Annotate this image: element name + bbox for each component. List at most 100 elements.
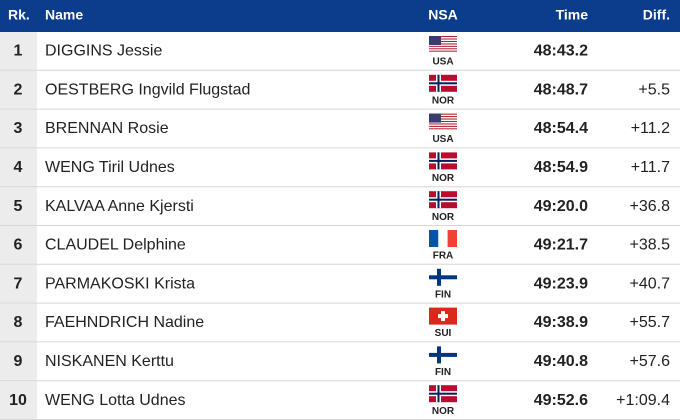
rank-cell: [0, 342, 37, 382]
athlete-name: OESTBERG Ingvild Flugstad: [45, 81, 250, 98]
flag-cross: [438, 314, 448, 319]
flag-stripe: [429, 118, 457, 120]
nsa-code: USA: [432, 57, 453, 68]
athlete-name: WENG Lotta Udnes: [45, 392, 186, 409]
flag-stripe: [429, 120, 457, 123]
flag-stripe: [429, 125, 457, 127]
flag-band: [438, 230, 448, 247]
flag-stripe: [429, 119, 457, 121]
flag-cross: [429, 82, 457, 85]
athlete-name: PARMAKOSKI Krista: [45, 275, 195, 292]
flag: [429, 113, 457, 131]
time: 48:43.2: [534, 43, 588, 60]
rank-cell: [0, 264, 37, 304]
time: 48:54.9: [534, 159, 588, 176]
time: 48:54.4: [534, 120, 588, 137]
flag-stripe: [429, 46, 457, 49]
flag: [429, 74, 457, 92]
header-rank: Rk.: [8, 7, 30, 23]
athlete-name: BRENNAN Rosie: [45, 120, 169, 137]
flag-stripe: [429, 48, 457, 50]
rank: 4: [14, 159, 23, 176]
flag-cross: [429, 159, 457, 162]
rank: 3: [14, 120, 23, 137]
flag-stripe: [429, 42, 457, 44]
flag-stripe: [429, 129, 457, 131]
flag-stripe: [429, 116, 457, 118]
flag-stripe: [429, 44, 457, 46]
rank: 5: [14, 198, 23, 215]
athlete-name: FAEHNDRICH Nadine: [45, 314, 204, 331]
athlete-name: WENG Tiril Udnes: [45, 159, 175, 176]
header-time: Time: [556, 7, 589, 23]
flag-stripe: [429, 37, 457, 39]
flag: [429, 152, 457, 170]
rank-cell: [0, 148, 37, 188]
flag-band: [429, 230, 439, 247]
rank: 2: [14, 81, 23, 98]
time: 49:21.7: [534, 237, 588, 254]
nsa-code: FRA: [433, 251, 454, 262]
nsa-code: FIN: [435, 289, 451, 300]
rank-cell: [0, 70, 37, 110]
flag-stripe: [429, 43, 457, 45]
diff: +57.6: [630, 353, 671, 370]
flag: [429, 307, 457, 325]
flag-stripe: [429, 39, 457, 41]
rank: 9: [14, 353, 23, 370]
rank-cell: [0, 32, 37, 71]
athlete-name: CLAUDEL Delphine: [45, 237, 186, 254]
header-bar: [0, 0, 680, 32]
nsa-code: FIN: [435, 367, 451, 378]
flag-stripe: [429, 40, 457, 43]
flag-cross: [429, 392, 457, 395]
flag: [429, 191, 457, 209]
flag-stripe: [429, 50, 457, 52]
time: 49:20.0: [534, 198, 588, 215]
flag-stripe: [429, 45, 457, 47]
flag: [429, 36, 457, 53]
diff: +40.7: [630, 275, 671, 292]
flag-stripe: [429, 114, 457, 117]
nsa-code: SUI: [435, 328, 452, 339]
flag-stripe: [429, 36, 457, 38]
rank-cell: [0, 381, 37, 420]
rank: 8: [14, 314, 23, 331]
flag: [429, 385, 457, 403]
diff: +11.7: [631, 159, 670, 176]
flag-stripe: [429, 123, 457, 125]
flag-stripe: [429, 38, 457, 40]
flag-stripe: [429, 117, 457, 119]
athlete-name: NISKANEN Kerttu: [45, 353, 174, 370]
flag-stripe: [429, 49, 457, 51]
nsa-code: NOR: [432, 212, 455, 223]
diff: +11.2: [631, 120, 670, 137]
rank: 6: [14, 237, 23, 254]
flag: [429, 268, 457, 286]
diff: +38.5: [630, 237, 671, 254]
diff: +36.8: [630, 198, 671, 215]
rank: 10: [9, 392, 27, 409]
flag-stripe: [429, 128, 457, 130]
flag-canton: [429, 36, 441, 45]
flag-canton: [429, 113, 441, 123]
rank-cell: [0, 303, 37, 343]
flag-cross: [429, 352, 457, 357]
flag-band: [447, 230, 457, 247]
header-diff: Diff.: [643, 7, 670, 23]
nsa-code: NOR: [432, 406, 455, 417]
time: 49:23.9: [534, 275, 588, 292]
time: 49:52.6: [534, 392, 588, 409]
rank-cell: [0, 226, 37, 265]
flag-stripe: [429, 113, 457, 115]
rank: 1: [14, 43, 23, 60]
flag-cross: [429, 275, 457, 280]
rank-cell: [0, 109, 37, 149]
time: 49:40.8: [534, 353, 588, 370]
rank-cell: [0, 187, 37, 226]
flag-stripe: [429, 51, 457, 53]
flag: [429, 230, 457, 247]
nsa-code: NOR: [432, 173, 455, 184]
flag-stripe: [429, 122, 457, 124]
